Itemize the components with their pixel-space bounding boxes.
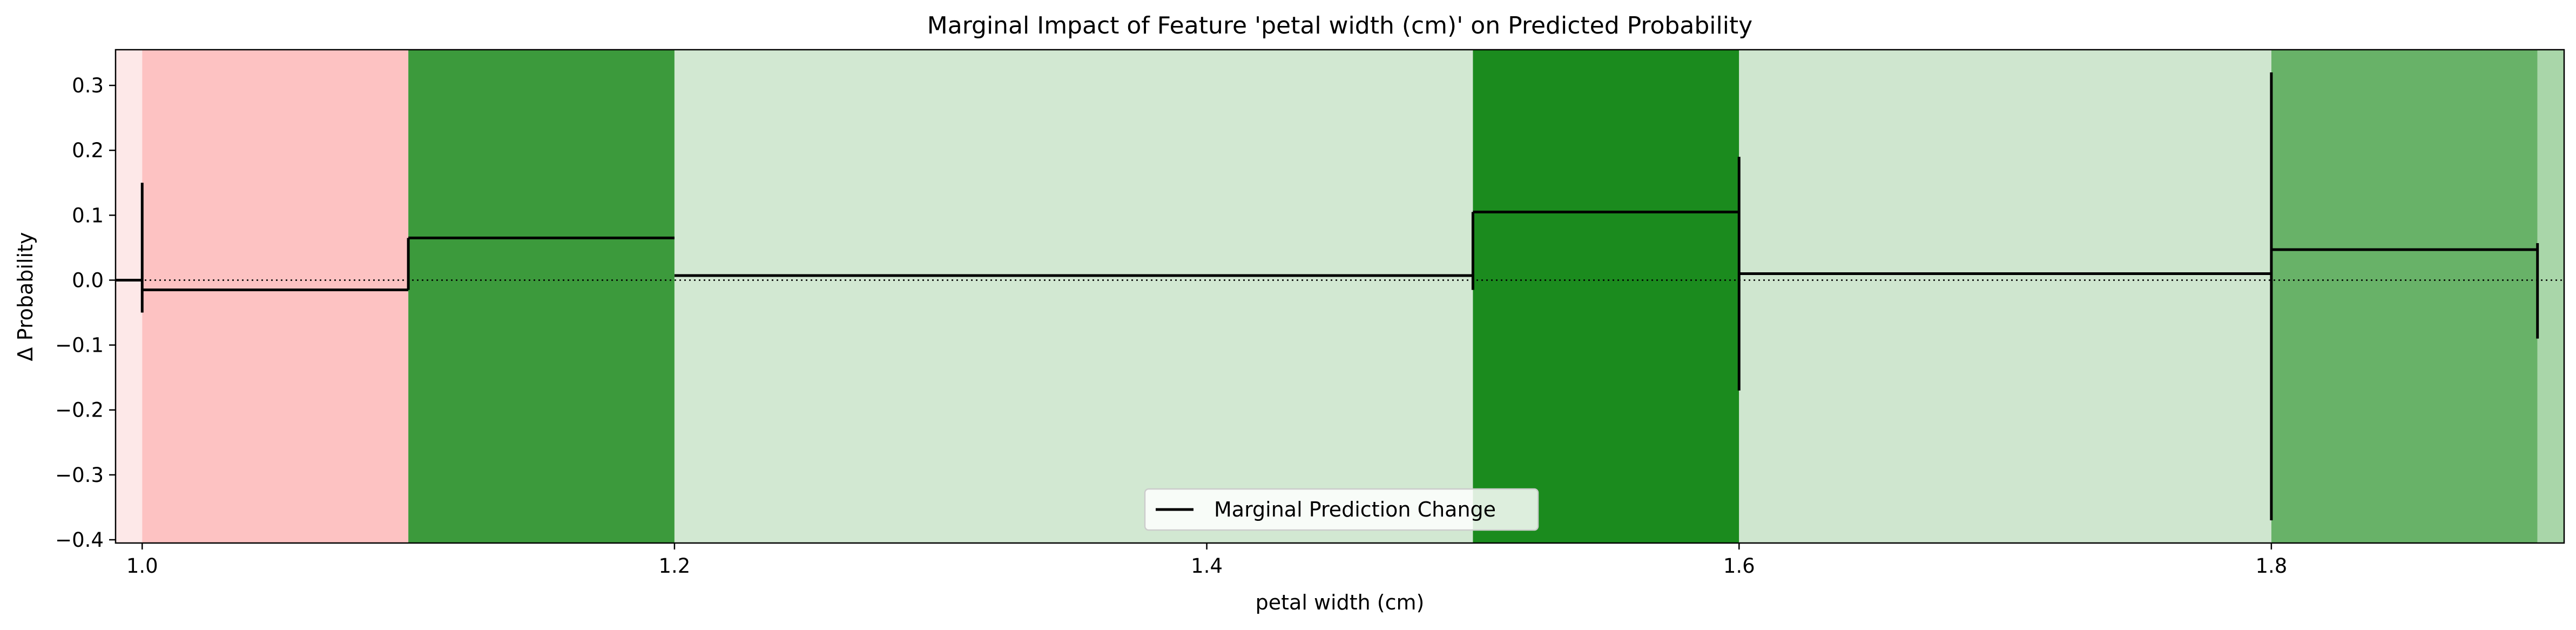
x-tick-label-1: 1.2 bbox=[659, 554, 691, 578]
x-tick-label-2: 1.4 bbox=[1191, 554, 1223, 578]
shaded-band-6 bbox=[2271, 50, 2538, 543]
shaded-band-2 bbox=[408, 50, 675, 543]
y-tick-label-1: −0.3 bbox=[55, 464, 104, 487]
y-tick-label-6: 0.2 bbox=[72, 139, 104, 162]
plot-frame bbox=[114, 49, 2565, 544]
y-tick-label-7: 0.3 bbox=[72, 74, 104, 97]
x-axis-label: petal width (cm) bbox=[1256, 591, 1425, 614]
x-tick-label-4: 1.8 bbox=[2255, 554, 2287, 578]
y-tick-label-5: 0.1 bbox=[72, 204, 104, 227]
y-axis-label: Δ Probability bbox=[14, 232, 37, 361]
shaded-band-3 bbox=[674, 50, 1473, 543]
y-tick-label-3: −0.1 bbox=[55, 334, 104, 357]
legend-box bbox=[1144, 488, 1539, 531]
shaded-band-5 bbox=[1739, 50, 2271, 543]
x-tick-label-3: 1.6 bbox=[1723, 554, 1755, 578]
y-tick-label-2: −0.2 bbox=[55, 399, 104, 422]
shaded-band-7 bbox=[2537, 50, 2564, 543]
y-tick-label-4: 0.0 bbox=[72, 269, 104, 292]
legend: Marginal Prediction Change bbox=[1144, 488, 1539, 531]
chart-title: Marginal Impact of Feature 'petal width … bbox=[927, 12, 1752, 39]
plot-area: −0.4 −0.3 −0.2 −0.1 0.0 0.1 0.2 0.3 1.0 1.2 1.4 1.6… bbox=[55, 49, 2565, 578]
legend-label: Marginal Prediction Change bbox=[1214, 498, 1496, 521]
shaded-band-4 bbox=[1473, 50, 1739, 543]
shaded-band-0 bbox=[116, 50, 143, 543]
y-tick-label-0: −0.4 bbox=[55, 528, 104, 552]
x-tick-label-0: 1.0 bbox=[126, 554, 158, 578]
shaded-band-1 bbox=[142, 50, 409, 543]
